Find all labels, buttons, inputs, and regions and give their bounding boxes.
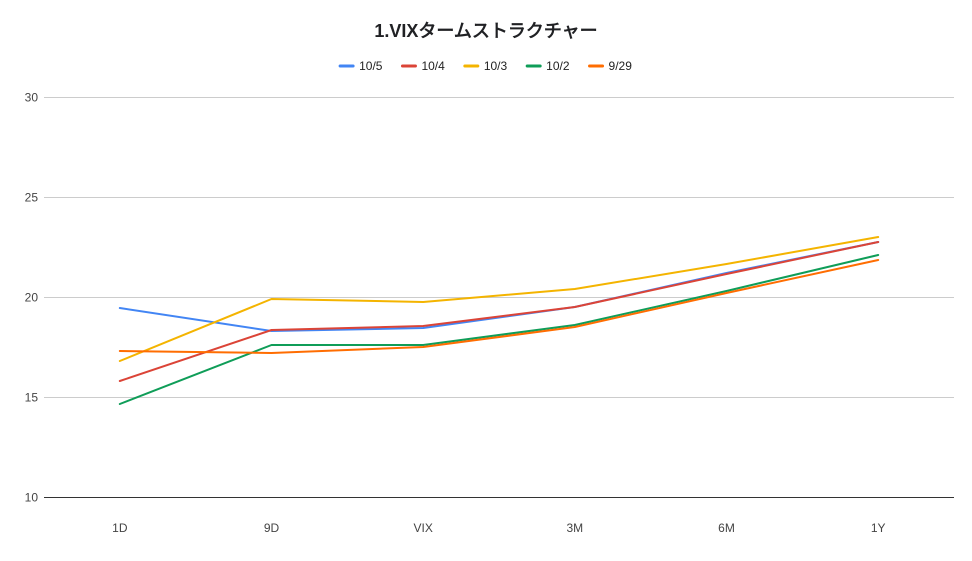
series-line-10-2 <box>118 254 880 405</box>
x-tick-label: 1Y <box>871 521 886 535</box>
x-tick-label: 1D <box>112 521 128 535</box>
x-tick-label: 9D <box>264 521 280 535</box>
legend-label: 10/3 <box>484 59 508 73</box>
x-tick-label: 6M <box>718 521 735 535</box>
legend-label: 9/29 <box>609 59 633 73</box>
y-tick-label: 15 <box>25 391 39 405</box>
x-tick-label: VIX <box>413 521 432 535</box>
y-tick-label: 30 <box>25 91 39 105</box>
series-line-10-5 <box>118 241 880 332</box>
gridlines <box>44 97 954 498</box>
series-lines <box>118 236 880 405</box>
legend: 10/5 10/4 10/3 10/2 9/29 <box>338 59 633 73</box>
y-tick-label: 10 <box>25 491 39 505</box>
series-line-10-3 <box>118 236 880 362</box>
y-tick-label: 20 <box>25 291 39 305</box>
x-tick-label: 3M <box>566 521 583 535</box>
y-tick-label: 25 <box>25 191 39 205</box>
legend-label: 10/5 <box>359 59 383 73</box>
y-axis-tick-labels: 10 15 20 25 30 <box>25 91 39 505</box>
legend-label: 10/2 <box>546 59 570 73</box>
chart-title: 1.VIXタームストラクチャー <box>374 21 597 41</box>
series-line-9-29 <box>118 259 880 354</box>
legend-label: 10/4 <box>421 59 445 73</box>
x-axis-tick-labels: 1D 9D VIX 3M 6M 1Y <box>112 521 885 535</box>
series-line-10-4 <box>118 241 880 382</box>
